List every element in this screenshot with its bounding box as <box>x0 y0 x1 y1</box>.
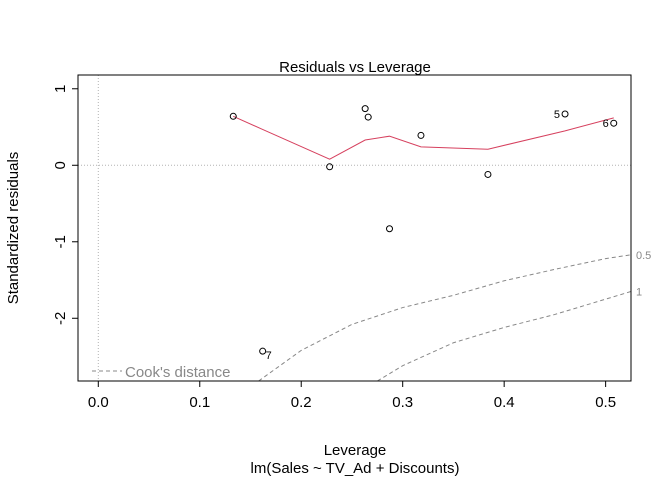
point-label: 5 <box>554 109 560 121</box>
data-point <box>361 105 369 113</box>
contour-label: 0.5 <box>636 250 651 262</box>
data-point <box>229 112 237 120</box>
y-tick-label: -1 <box>52 235 69 248</box>
data-point <box>326 163 334 171</box>
point-label: 6 <box>603 118 609 130</box>
x-axis-label: Leverage <box>324 442 387 459</box>
legend: Cook's distance <box>92 364 230 381</box>
data-point <box>259 347 267 355</box>
smooth-line <box>233 115 614 160</box>
cooks-contour <box>377 291 632 382</box>
x-tick-label: 0.2 <box>291 394 312 411</box>
data-point <box>364 113 372 121</box>
x-tick-label: 0.4 <box>494 394 515 411</box>
reference-lines <box>78 75 631 381</box>
y-axis: -2 -1 0 1 <box>52 85 78 325</box>
chart-title: Residuals vs Leverage <box>279 59 431 76</box>
legend-label: Cook's distance <box>125 364 230 381</box>
cooks-contour <box>258 254 632 382</box>
point-labels: 7 5 6 <box>266 109 609 362</box>
contour-labels: 0.51 <box>636 250 651 299</box>
data-point <box>386 225 394 233</box>
y-tick-label: 0 <box>52 161 69 169</box>
y-axis-label: Standardized residuals <box>5 152 22 305</box>
data-point <box>417 131 425 139</box>
data-points <box>229 105 618 355</box>
x-tick-label: 0.3 <box>392 394 413 411</box>
data-point <box>561 110 569 118</box>
x-tick-label: 0.1 <box>189 394 210 411</box>
data-point <box>484 170 492 178</box>
y-tick-label: 1 <box>52 85 69 93</box>
contour-label: 1 <box>636 286 642 298</box>
x-tick-label: 0.0 <box>88 394 109 411</box>
x-tick-label: 0.5 <box>595 394 616 411</box>
point-label: 7 <box>266 350 272 362</box>
data-point <box>610 119 618 127</box>
model-formula: lm(Sales ~ TV_Ad + Discounts) <box>251 460 460 477</box>
cooks-distance-contours <box>258 254 632 382</box>
plot-frame <box>77 74 632 382</box>
x-axis: 0.0 0.1 0.2 0.3 0.4 0.5 <box>88 381 616 411</box>
y-tick-label: -2 <box>52 312 69 325</box>
